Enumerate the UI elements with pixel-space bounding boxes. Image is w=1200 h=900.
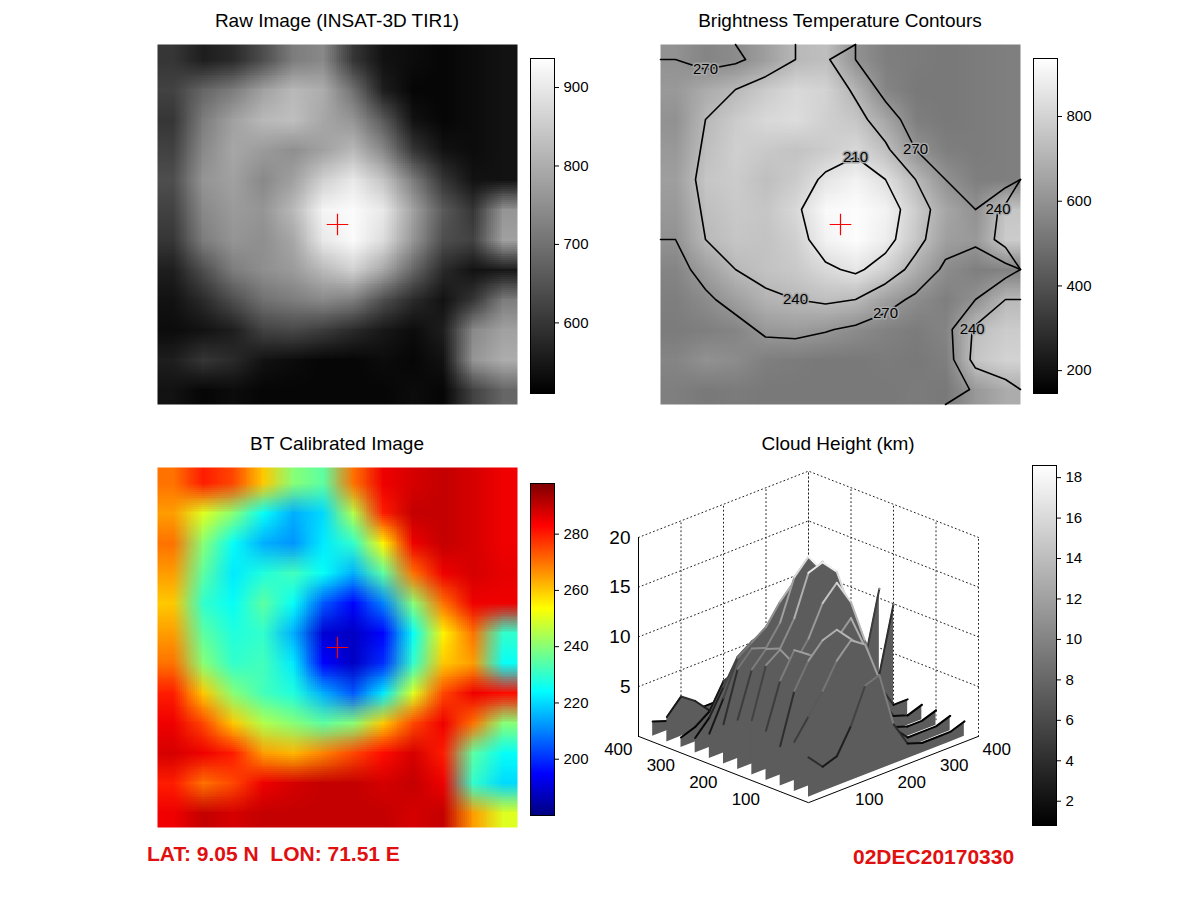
svg-text:100: 100 bbox=[732, 790, 760, 809]
svg-text:240: 240 bbox=[564, 637, 589, 654]
svg-text:270: 270 bbox=[873, 304, 898, 321]
svg-text:10: 10 bbox=[609, 626, 630, 647]
svg-text:600: 600 bbox=[564, 314, 589, 331]
svg-text:270: 270 bbox=[693, 60, 718, 77]
svg-text:270: 270 bbox=[903, 140, 928, 157]
svg-text:15: 15 bbox=[609, 576, 630, 597]
html-text:BT Calibrated Image: BT Calibrated Image bbox=[250, 433, 424, 454]
html-text:Raw Image (INSAT-3D TIR1): Raw Image (INSAT-3D TIR1) bbox=[214, 10, 460, 31]
svg-text:18: 18 bbox=[1066, 468, 1083, 485]
svg-text:10: 10 bbox=[1066, 630, 1083, 647]
svg-text:240: 240 bbox=[985, 200, 1010, 217]
svg-text:16: 16 bbox=[1066, 509, 1083, 526]
svg-text:100: 100 bbox=[855, 790, 883, 809]
svg-text:800: 800 bbox=[564, 157, 589, 174]
svg-text:2: 2 bbox=[1066, 792, 1074, 809]
html-text:02DEC20170330: 02DEC20170330 bbox=[853, 845, 1015, 868]
svg-text:900: 900 bbox=[564, 78, 589, 95]
svg-text:400: 400 bbox=[1067, 277, 1092, 294]
html-text:LAT: 9.05 N LON: 71.51 E: LAT: 9.05 N LON: 71.51 E bbox=[147, 842, 400, 865]
svg-text:800: 800 bbox=[1067, 107, 1092, 124]
svg-text:200: 200 bbox=[898, 773, 926, 792]
svg-text:300: 300 bbox=[940, 756, 968, 775]
svg-text:280: 280 bbox=[564, 525, 589, 542]
svg-text:14: 14 bbox=[1066, 549, 1083, 566]
svg-text:210: 210 bbox=[843, 148, 868, 165]
svg-text:200: 200 bbox=[1067, 361, 1092, 378]
svg-text:260: 260 bbox=[564, 581, 589, 598]
svg-text:4: 4 bbox=[1066, 752, 1074, 769]
svg-text:240: 240 bbox=[783, 290, 808, 307]
svg-text:240: 240 bbox=[960, 320, 985, 337]
svg-text:12: 12 bbox=[1066, 590, 1083, 607]
svg-text:8: 8 bbox=[1066, 671, 1074, 688]
svg-text:600: 600 bbox=[1067, 192, 1092, 209]
svg-text:5: 5 bbox=[620, 676, 631, 697]
svg-text:400: 400 bbox=[604, 740, 632, 759]
svg-text:200: 200 bbox=[564, 750, 589, 767]
svg-text:220: 220 bbox=[564, 694, 589, 711]
svg-text:300: 300 bbox=[647, 756, 675, 775]
svg-text:700: 700 bbox=[564, 235, 589, 252]
html-text:Cloud Height (km): Cloud Height (km) bbox=[761, 433, 915, 454]
svg-text:200: 200 bbox=[689, 773, 717, 792]
svg-text:6: 6 bbox=[1066, 711, 1074, 728]
html-text:Brightness Temperature Contour: Brightness Temperature Contours bbox=[698, 10, 982, 31]
svg-text:20: 20 bbox=[609, 527, 630, 548]
svg-text:400: 400 bbox=[983, 740, 1011, 759]
